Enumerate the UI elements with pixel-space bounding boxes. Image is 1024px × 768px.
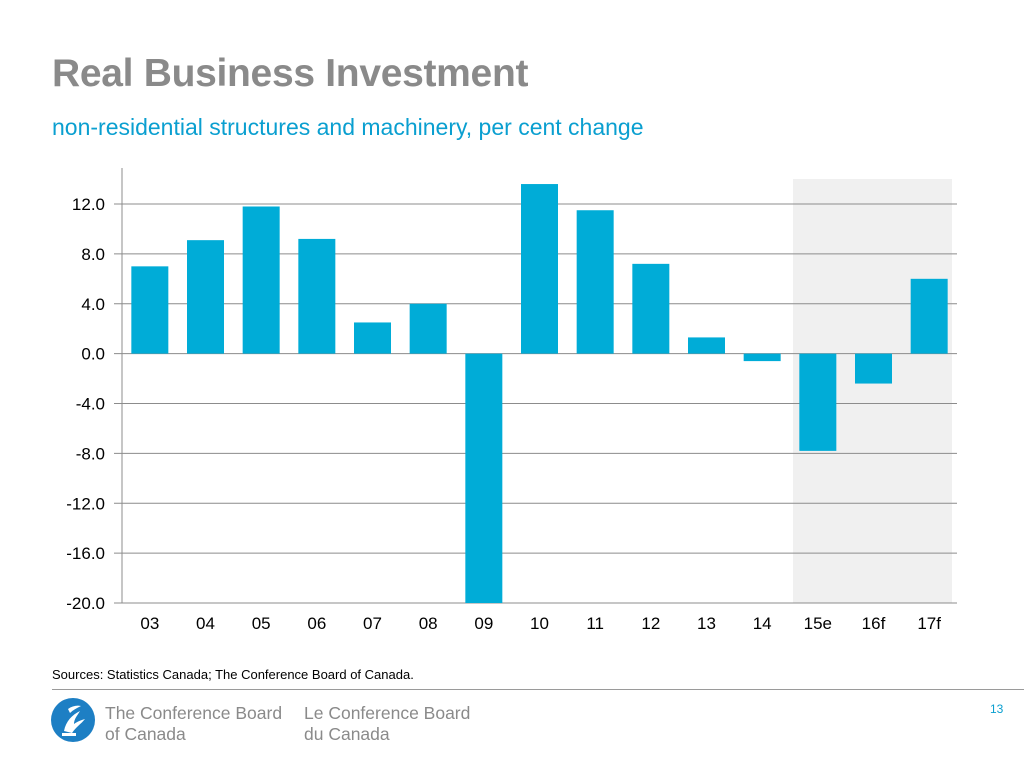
x-tick-label: 03	[140, 614, 159, 633]
y-tick-label: 12.0	[72, 195, 105, 214]
conference-board-logo-icon	[51, 698, 95, 742]
bar-07	[354, 322, 391, 354]
x-tick-label: 13	[697, 614, 716, 633]
bar-05	[242, 206, 280, 354]
bar-12	[632, 263, 670, 354]
org-name-english-line1: The Conference Board	[105, 703, 283, 723]
bar-14	[743, 353, 781, 362]
y-tick-label: -20.0	[66, 594, 105, 613]
x-tick-label: 15e	[804, 614, 832, 633]
x-tick-label: 10	[530, 614, 549, 633]
x-tick-label: 16f	[862, 614, 886, 633]
bar-11	[576, 210, 614, 354]
bar-09	[465, 353, 503, 603]
x-tick-label: 04	[196, 614, 215, 633]
bar-13	[688, 337, 725, 354]
y-tick-label: 8.0	[81, 245, 105, 264]
bar-16f	[855, 353, 892, 384]
x-tick-label: 07	[363, 614, 382, 633]
x-tick-label: 08	[419, 614, 438, 633]
bar-04	[187, 240, 224, 354]
y-tick-label: -4.0	[76, 395, 105, 414]
x-tick-label: 09	[474, 614, 493, 633]
y-tick-label: 0.0	[81, 345, 105, 364]
x-tick-label: 17f	[917, 614, 941, 633]
slide-title: Real Business Investment	[52, 52, 529, 95]
x-tick-label: 06	[307, 614, 326, 633]
bar-03	[131, 266, 169, 354]
bar-15e	[799, 353, 837, 451]
page-number: 13	[990, 702, 1004, 716]
bar-06	[298, 238, 336, 354]
y-tick-label: -16.0	[66, 544, 105, 563]
source-note: Sources: Statistics Canada; The Conferen…	[52, 667, 414, 682]
org-name-french-line2: du Canada	[304, 724, 390, 744]
y-tick-label: -12.0	[66, 494, 105, 513]
bar-chart: 12.0 8.0 4.0 0.0 -4.0 -8.0 -12.0 -16.0 -20.0 03 04…	[66, 168, 957, 633]
y-tick-label: -8.0	[76, 444, 105, 463]
bar-17f	[910, 278, 948, 354]
org-name-french-line1: Le Conference Board	[304, 703, 471, 723]
x-tick-label: 12	[641, 614, 660, 633]
org-name-french: Le Conference Board du Canada	[304, 703, 470, 745]
footer-divider	[52, 689, 1024, 690]
x-tick-label: 05	[252, 614, 271, 633]
org-name-english-line2: of Canada	[105, 724, 186, 744]
org-name-english: The Conference Board of Canada	[105, 703, 282, 745]
x-tick-label: 11	[586, 614, 604, 633]
bar-10	[521, 184, 558, 354]
x-tick-label: 14	[753, 614, 772, 633]
y-tick-label: 4.0	[81, 295, 105, 314]
bar-08	[409, 303, 447, 354]
slide-subtitle: non-residential structures and machinery…	[52, 114, 644, 140]
